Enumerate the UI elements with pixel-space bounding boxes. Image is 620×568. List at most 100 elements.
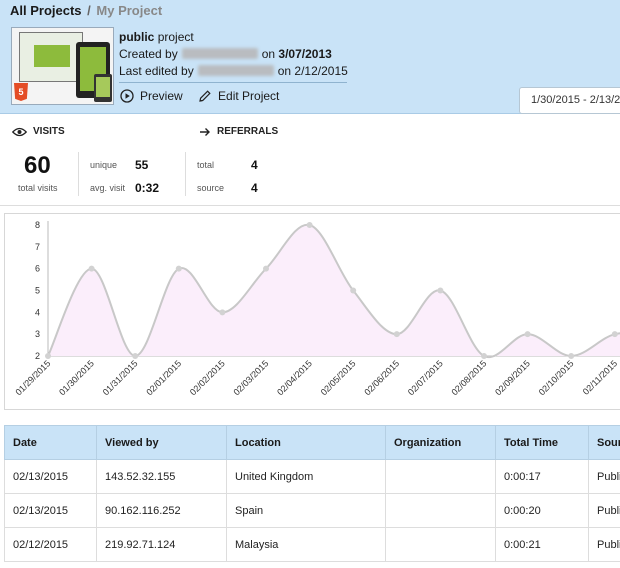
data-point [132, 353, 139, 359]
total-visits-label: total visits [18, 183, 58, 193]
cell-total-time: 0:00:21 [495, 527, 589, 562]
project-visibility-suffix: project [157, 30, 194, 44]
data-point [568, 353, 575, 359]
thumbnail-desktop-screen [19, 32, 83, 82]
y-tick-label: 2 [35, 351, 40, 361]
cell-date: 02/13/2015 [4, 493, 97, 528]
edited-prefix: Last edited by [119, 64, 194, 78]
table-row[interactable]: 02/13/2015 143.52.32.155 United Kingdom … [4, 459, 620, 494]
eye-icon [12, 127, 27, 136]
project-meta: public project Created by on 3/07/2013 La… [119, 29, 348, 83]
column-header-date[interactable]: Date [4, 425, 97, 460]
visits-chart: 2 3 4 5 6 7 8 01/29/2015 01/30/2015 01/31/2015 02/… [4, 213, 620, 410]
edited-date: 2/12/2015 [294, 64, 348, 78]
breadcrumb-all-projects-link[interactable]: All Projects [10, 3, 82, 18]
project-thumbnail[interactable]: 5 [11, 27, 114, 105]
cell-source: Public Link [588, 459, 620, 494]
cell-viewed-by: 90.162.116.252 [96, 493, 227, 528]
project-visibility: public [119, 30, 155, 44]
stats-panel: VISITS REFERRALS 60 total visits unique … [0, 115, 620, 206]
cell-source: Public Link [588, 527, 620, 562]
html5-badge-icon: 5 [14, 83, 28, 101]
y-tick-label: 3 [35, 329, 40, 339]
project-actions: Preview Edit Project [120, 89, 291, 106]
date-range-picker[interactable]: 1/30/2015 - 2/13/2015 [519, 87, 620, 114]
cell-total-time: 0:00:20 [495, 493, 589, 528]
data-point [393, 331, 400, 338]
y-tick-label: 6 [35, 264, 40, 274]
referrals-source-label: source [197, 183, 225, 193]
data-point [263, 265, 269, 272]
stats-divider [78, 152, 79, 196]
cell-organization [385, 493, 496, 528]
y-tick-label: 8 [35, 220, 40, 230]
x-tick-label: 02/11/2015 [581, 358, 619, 396]
data-point [306, 222, 313, 228]
x-tick-label: 02/01/2015 [144, 358, 183, 397]
column-header-organization[interactable]: Organization [385, 425, 496, 460]
thumbnail-phone [94, 74, 112, 102]
thumbnail-tablet [76, 42, 110, 98]
x-tick-label: 02/06/2015 [362, 358, 401, 397]
x-tick-label: 02/03/2015 [231, 358, 270, 397]
avg-visit-value: 0:32 [135, 181, 160, 195]
x-tick-label: 02/04/2015 [275, 358, 314, 397]
x-tick-label: 02/07/2015 [406, 358, 445, 397]
x-tick-label: 02/05/2015 [319, 358, 358, 397]
table-row[interactable]: 02/12/2015 219.92.71.124 Malaysia 0:00:2… [4, 527, 620, 562]
edited-on-word: on [277, 64, 292, 78]
unique-value: 55 [135, 158, 149, 172]
y-tick-label: 5 [35, 286, 40, 296]
x-tick-label: 01/31/2015 [101, 358, 140, 397]
avg-visit-label: avg. visit [90, 183, 126, 193]
project-header: All Projects / My Project 5 public proje… [0, 0, 620, 114]
pencil-icon [199, 90, 211, 102]
cell-organization [385, 527, 496, 562]
x-tick-label: 01/29/2015 [13, 358, 52, 397]
data-point [45, 353, 51, 359]
column-header-source[interactable]: Source [588, 425, 620, 460]
series-area-fill [48, 224, 620, 358]
column-header-viewed-by[interactable]: Viewed by [96, 425, 227, 460]
x-tick-label: 01/30/2015 [57, 358, 96, 397]
visits-table: Date Viewed by Location Organization Tot… [4, 425, 620, 562]
y-tick-label: 4 [35, 307, 40, 317]
column-header-location[interactable]: Location [226, 425, 386, 460]
preview-button[interactable]: Preview [120, 89, 183, 103]
cell-viewed-by: 143.52.32.155 [96, 459, 227, 494]
data-point [437, 287, 444, 294]
x-tick-label: 02/09/2015 [493, 358, 532, 397]
cell-location: Malaysia [226, 527, 386, 562]
column-header-total-time[interactable]: Total Time [495, 425, 589, 460]
cell-date: 02/13/2015 [4, 459, 97, 494]
project-edited-line: Last edited by on 2/12/2015 [119, 63, 348, 80]
table-header-row: Date Viewed by Location Organization Tot… [4, 425, 620, 460]
cell-source: Public Link [588, 493, 620, 528]
data-point [219, 309, 226, 316]
cell-viewed-by: 219.92.71.124 [96, 527, 227, 562]
referrals-section-title: REFERRALS [199, 126, 278, 137]
referrals-total-value: 4 [251, 158, 258, 172]
cell-location: United Kingdom [226, 459, 386, 494]
unique-label: unique [90, 160, 118, 170]
visits-section-title: VISITS [12, 126, 65, 137]
created-date: 3/07/2013 [278, 47, 332, 61]
created-on-word: on [261, 47, 276, 61]
redacted-creator-name [181, 48, 258, 59]
x-tick-label: 02/02/2015 [188, 358, 227, 397]
breadcrumb: All Projects / My Project [10, 3, 162, 18]
referrals-title: REFERRALS [217, 126, 279, 137]
data-point [524, 331, 531, 338]
redacted-editor-name [197, 65, 274, 76]
cell-organization [385, 459, 496, 494]
table-row[interactable]: 02/13/2015 90.162.116.252 Spain 0:00:20 … [4, 493, 620, 528]
play-circle-icon [120, 89, 134, 103]
cell-date: 02/12/2015 [4, 527, 97, 562]
cell-total-time: 0:00:17 [495, 459, 589, 494]
x-tick-label: 02/10/2015 [537, 358, 576, 397]
data-point [611, 331, 618, 338]
edit-project-button[interactable]: Edit Project [198, 89, 279, 103]
y-tick-label: 7 [35, 242, 40, 252]
visits-title: VISITS [33, 126, 65, 137]
